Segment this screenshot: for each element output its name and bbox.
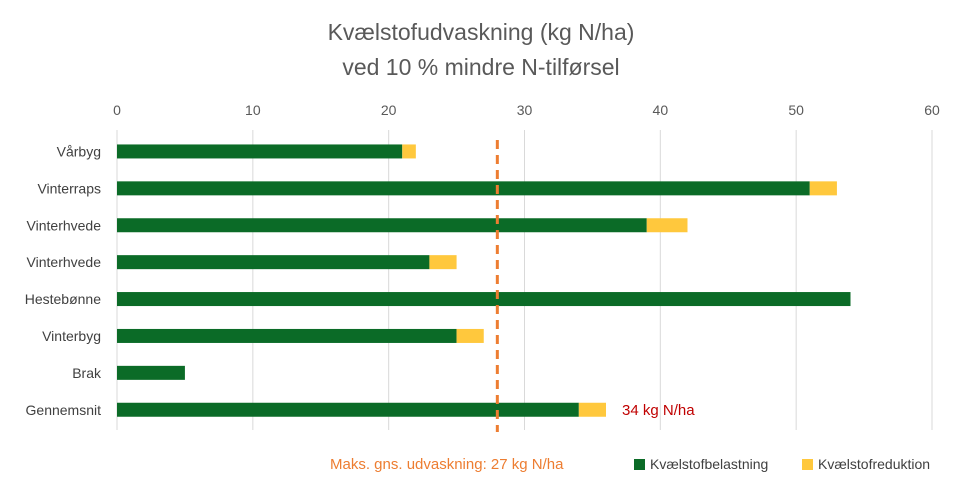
category-label: Vinterhvede <box>27 254 102 270</box>
legend-swatch-belastning <box>634 459 645 470</box>
bar-reduktion <box>578 402 606 417</box>
legend-label-belastning: Kvælstofbelastning <box>650 456 768 472</box>
x-axis: 0 10 20 30 40 50 60 <box>113 102 940 118</box>
category-label: Vinterraps <box>37 180 101 196</box>
category-label: Vinterbyg <box>42 328 101 344</box>
bar-reduktion <box>402 144 416 159</box>
x-tick-label: 20 <box>381 102 397 118</box>
x-tick-label: 40 <box>653 102 669 118</box>
chart-title-line-2: ved 10 % mindre N-tilførsel <box>342 54 619 80</box>
chart-title-line-1: Kvælstofudvaskning (kg N/ha) <box>328 19 635 45</box>
bar-belastning <box>117 144 403 159</box>
bar-belastning <box>117 255 430 270</box>
x-tick-label: 50 <box>788 102 804 118</box>
category-label: Vinterhvede <box>27 217 102 233</box>
average-annotation: 34 kg N/ha <box>622 402 695 419</box>
bar-belastning <box>117 402 579 417</box>
category-label: Hestebønne <box>25 291 101 307</box>
legend-swatch-reduktion <box>802 459 813 470</box>
y-axis: Vårbyg Vinterraps Vinterhvede Vinterhvede He… <box>25 143 102 417</box>
legend: Kvælstofbelastning Kvælstofreduktion <box>634 456 930 472</box>
category-label: Vårbyg <box>57 143 101 159</box>
legend-label-reduktion: Kvælstofreduktion <box>818 456 930 472</box>
category-label: Gennemsnit <box>26 402 102 418</box>
bar-reduktion <box>646 218 688 233</box>
bar-belastning <box>117 218 647 233</box>
bar-reduktion <box>429 255 457 270</box>
x-tick-label: 0 <box>113 102 121 118</box>
x-tick-label: 60 <box>924 102 940 118</box>
bar-reduktion <box>456 328 484 343</box>
bar-belastning <box>117 292 851 307</box>
bars <box>117 144 851 417</box>
reference-line-label: Maks. gns. udvaskning: 27 kg N/ha <box>330 456 564 473</box>
x-tick-label: 10 <box>245 102 261 118</box>
x-tick-label: 30 <box>517 102 533 118</box>
category-label: Brak <box>72 365 102 381</box>
grid <box>116 130 933 430</box>
bar-belastning <box>117 328 457 343</box>
bar-belastning <box>117 181 810 196</box>
chart-title: Kvælstofudvaskning (kg N/ha) ved 10 % mi… <box>328 19 635 80</box>
bar-reduktion <box>809 181 837 196</box>
bar-belastning <box>117 365 185 380</box>
